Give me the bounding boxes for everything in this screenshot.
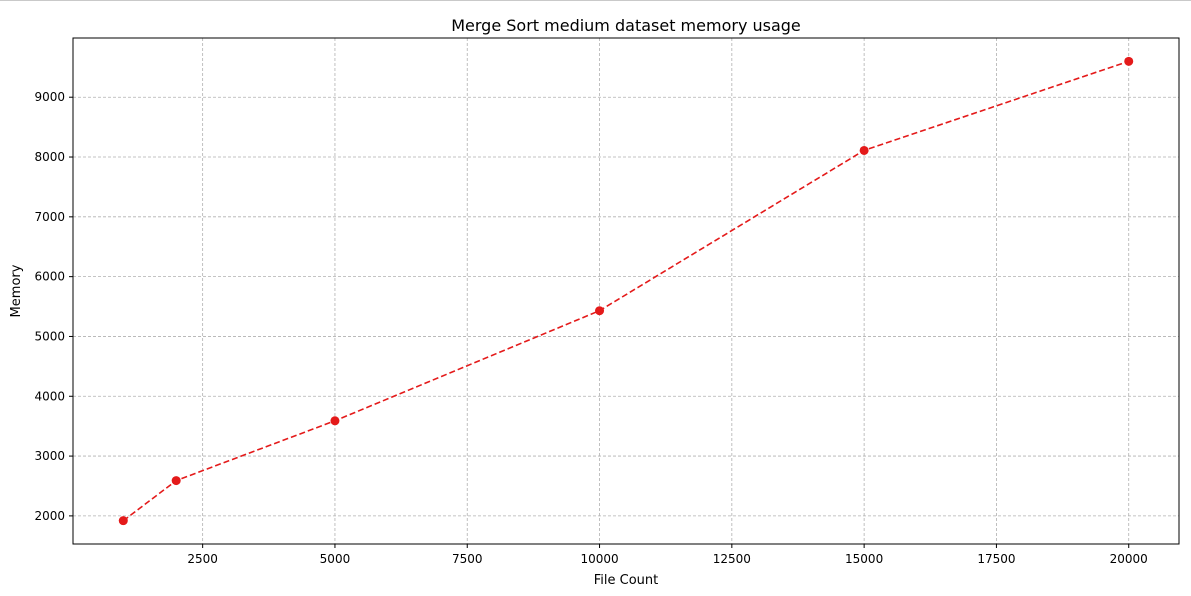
y-tick-label: 5000: [34, 329, 65, 343]
chart-title: Merge Sort medium dataset memory usage: [451, 16, 801, 35]
x-tick-label: 15000: [845, 552, 883, 566]
data-point: [1124, 56, 1134, 66]
x-axis-ticks: 2500 5000 7500 10000 12500 15000 17500 20000: [187, 544, 1148, 566]
data-point: [859, 145, 869, 155]
x-tick-label: 2500: [187, 552, 218, 566]
data-point: [595, 306, 605, 316]
x-tick-label: 7500: [452, 552, 483, 566]
top-border: [0, 0, 1191, 1]
data-point: [118, 516, 128, 526]
x-tick-label: 10000: [580, 552, 618, 566]
y-tick-label: 9000: [34, 90, 65, 104]
y-axis-label: Memory: [9, 264, 24, 317]
x-axis-label: File Count: [594, 573, 659, 588]
y-tick-label: 3000: [34, 449, 65, 463]
series-memory: [118, 56, 1134, 526]
y-axis-ticks: 2000 3000 4000 5000 6000 7000 8000 9000: [34, 90, 73, 523]
x-tick-label: 12500: [713, 552, 751, 566]
y-tick-label: 2000: [34, 509, 65, 523]
data-point: [171, 476, 181, 486]
x-tick-label: 5000: [320, 552, 351, 566]
x-tick-label: 20000: [1110, 552, 1148, 566]
plot-frame: [72, 37, 1180, 545]
y-tick-label: 8000: [34, 150, 65, 164]
y-tick-label: 7000: [34, 210, 65, 224]
x-tick-label: 17500: [977, 552, 1015, 566]
y-tick-label: 4000: [34, 389, 65, 403]
y-tick-label: 6000: [34, 270, 65, 284]
series-line: [122, 60, 1129, 522]
data-point: [330, 416, 340, 426]
grid: [73, 38, 1179, 544]
